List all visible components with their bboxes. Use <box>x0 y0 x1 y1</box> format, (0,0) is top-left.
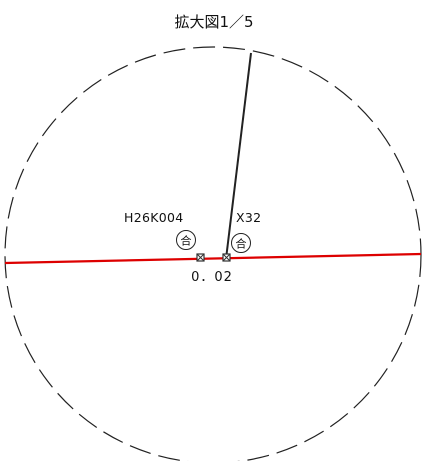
point-marker-icon <box>222 253 231 262</box>
red-boundary-line <box>4 252 422 265</box>
stamp-right-char: 合 <box>236 237 247 251</box>
stamp-icon: 合 <box>231 233 251 253</box>
distance-label: 0．02 <box>191 270 233 285</box>
stamp-icon: 合 <box>176 230 196 250</box>
point-marker-icon <box>196 253 205 262</box>
black-boundary-line <box>225 52 252 260</box>
stamp-left-char: 合 <box>181 234 192 248</box>
enlargement-circle <box>4 46 422 461</box>
point-label-h26k004: H26K004 <box>124 210 183 225</box>
diagram-title: 拡大図1／5 <box>174 13 253 31</box>
point-label-x32: X32 <box>236 210 261 225</box>
